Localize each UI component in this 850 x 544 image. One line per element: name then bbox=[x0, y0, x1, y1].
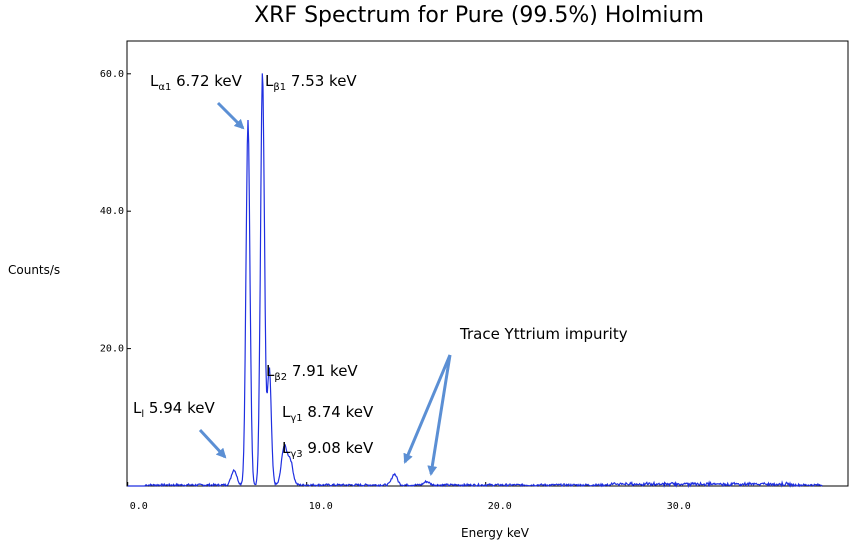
series-line bbox=[127, 73, 823, 489]
plot-area-frame bbox=[126, 40, 849, 487]
chart-title: XRF Spectrum for Pure (99.5%) Holmium bbox=[254, 3, 704, 28]
annotation-yttrium: Trace Yttrium impurity bbox=[459, 325, 628, 343]
annotation-arrow bbox=[427, 354, 452, 476]
annotation-arrow bbox=[216, 101, 245, 130]
y-tick-label: 20.0 bbox=[100, 344, 124, 355]
annotation-arrow bbox=[403, 354, 452, 464]
x-tick-label: 0.0 bbox=[130, 501, 148, 512]
x-tick-label: 10.0 bbox=[309, 501, 333, 512]
annotation-l-beta2: Lβ2 7.91 keV bbox=[266, 362, 358, 383]
annotation-arrows bbox=[198, 101, 452, 476]
annotation-l-l: Ll 5.94 keV bbox=[133, 399, 215, 420]
y-tick-label: 60.0 bbox=[100, 69, 124, 80]
y-tick-label: 40.0 bbox=[100, 206, 124, 217]
axis-ticks: 0.0 10.0 20.0 30.0 20.0 40.0 60.0 bbox=[100, 69, 691, 512]
annotation-l-alpha1: Lα1 6.72 keV bbox=[150, 72, 243, 93]
x-tick-label: 30.0 bbox=[667, 501, 691, 512]
annotation-l-gamma3: Lγ3 9.08 keV bbox=[282, 439, 374, 460]
annotation-l-beta1: Lβ1 7.53 keV bbox=[265, 72, 357, 93]
x-axis-label: Energy keV bbox=[461, 526, 530, 540]
x-tick-label: 20.0 bbox=[488, 501, 512, 512]
y-axis-label: Counts/s bbox=[8, 263, 60, 277]
annotation-l-gamma1: Lγ1 8.74 keV bbox=[282, 403, 374, 424]
annotation-arrow bbox=[198, 428, 227, 459]
